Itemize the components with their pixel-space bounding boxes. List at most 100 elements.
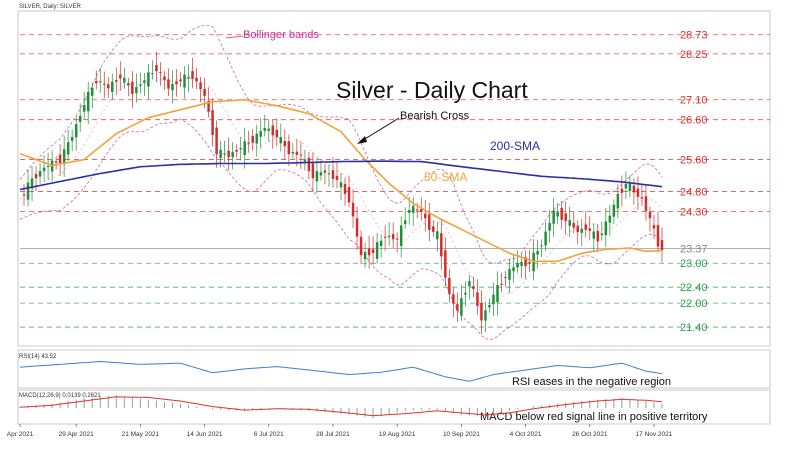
candle-body [620,188,624,193]
x-tick-label: 4 Oct 2021 [510,431,542,438]
macd-signal-line [19,396,663,417]
candle-body [424,213,427,219]
x-tick-label: Apr 2021 [7,431,34,438]
level-label: 23.37 [680,243,708,255]
candle-body [407,210,411,213]
candle-body [139,84,142,87]
candle-body [580,228,583,233]
candle-body [251,135,254,143]
level-label: 22.40 [680,282,708,294]
candle-body [22,194,26,196]
x-tick-label: 14 Jun 2021 [187,431,223,438]
symbol-label: SILVER, Daily: SILVER [19,4,81,10]
candle-body [343,183,347,194]
bollinger-label: Bollinger bands [243,29,319,41]
bollinger-layer [19,25,663,341]
candle-body [568,220,571,226]
candle-body [94,81,98,84]
candle-body [279,137,283,144]
candle-body [636,188,640,197]
candle-body [54,161,58,163]
candle-body [440,233,443,257]
candle-body [468,280,471,287]
candle-body [476,292,479,306]
candle-body [359,236,363,256]
candle-body [223,153,226,155]
x-tick-label: 26 Oct 2021 [572,431,608,438]
candle-body [395,238,399,240]
bollinger-lower-band [19,118,663,341]
candle-body [127,83,130,86]
candle-body [163,76,166,81]
x-tick-label: 6 Jul 2021 [254,431,284,438]
candle-body [183,74,186,88]
candle-body [371,249,375,253]
candle-body [528,262,531,264]
candle-body [335,175,339,180]
candle-body [66,142,70,155]
sma-layer [19,98,663,263]
candle-body [247,142,250,144]
candle-body [42,167,46,172]
chart-title: Silver - Daily Chart [336,77,528,103]
candle-body [411,206,415,213]
candle-body [540,245,543,247]
candle-body [484,310,487,321]
level-label: 25.60 [680,155,708,167]
candle-body [171,83,174,91]
candle-body [556,211,559,217]
candle-body [235,149,238,152]
candle-body [319,172,323,176]
candle-body [123,77,126,83]
candle-body [608,215,612,223]
candle-body [227,150,230,158]
candle-body [131,81,134,95]
level-label: 23.00 [680,258,708,270]
candle-body [456,304,459,311]
bollinger-middle-band [19,78,663,302]
bearish-cross-pointer [359,117,400,143]
candle-body [26,182,30,200]
candle-body [323,170,327,173]
candle-body [70,137,74,141]
candle-body [632,185,636,193]
candle-body [464,292,467,295]
rsi-panel-frame [17,349,771,389]
candle-body [660,240,664,251]
candle-body [444,250,447,278]
x-tick-label: 10 Sep 2021 [443,431,480,438]
candle-body [415,209,419,211]
candle-body [403,220,407,225]
candle-body [391,234,395,240]
candle-body [215,127,218,155]
sma50-label: 50-SMA [424,170,467,184]
candle-body [576,225,579,233]
candle-body [548,223,551,231]
rsi-annotation: RSI eases in the negative region [512,376,671,388]
candle-body [74,124,78,138]
level-label: 22.00 [680,298,708,310]
candle-body [271,125,275,136]
candle-body [195,77,198,82]
level-label: 24.80 [680,186,708,198]
candle-body [191,71,194,79]
candle-body [86,91,90,112]
candle-body [448,277,451,294]
rsi-line [19,360,663,382]
candle-body [155,65,158,72]
candle-body [295,151,299,155]
bollinger-upper-band [19,25,663,264]
candle-body [420,209,423,212]
candle-body [219,149,222,159]
candle-body [652,225,656,229]
bearish-cross-arrowhead [357,136,367,144]
candle-body [600,233,604,236]
x-tick-label: 19 Aug 2021 [379,431,416,438]
rsi-layer: RSI(14) 43.52 RSI eases in the negative … [19,354,671,388]
level-label: 24.30 [680,206,708,218]
candle-body [46,166,50,168]
candle-body [90,87,94,96]
candle-body [311,163,315,179]
candle-body [115,80,118,82]
candle-body [588,228,592,231]
